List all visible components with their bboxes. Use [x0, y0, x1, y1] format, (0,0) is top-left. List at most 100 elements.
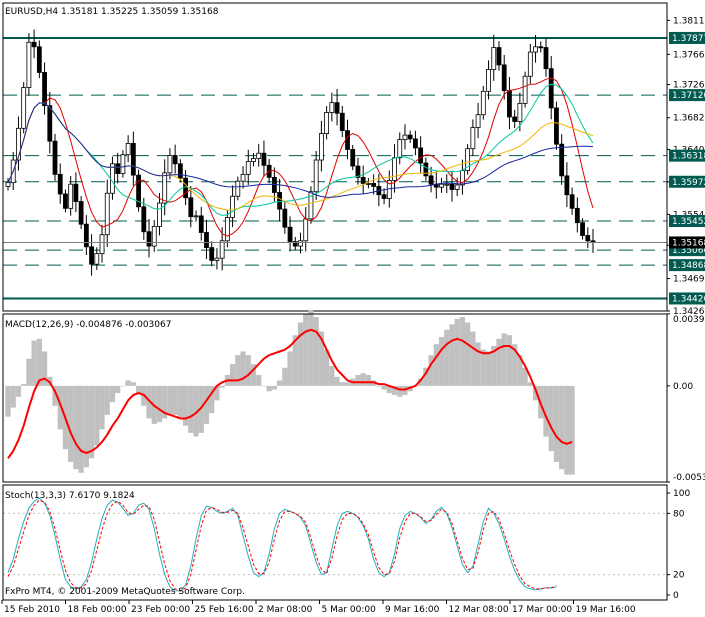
stoch-tick-label: 20: [673, 571, 685, 581]
level-tag-label: 1.37120: [672, 91, 705, 101]
time-tick-label: 12 Mar 08:00: [449, 605, 509, 615]
price-pane[interactable]: [3, 29, 667, 300]
candle-body: [282, 208, 288, 228]
candle-body: [298, 240, 303, 247]
stoch-tick-label: 100: [673, 489, 690, 499]
macd-hist-bar: [553, 385, 560, 462]
candle-body: [569, 194, 575, 209]
macd-hist-bar: [5, 385, 11, 417]
candle-body: [517, 103, 523, 122]
candle-body: [407, 134, 413, 140]
stoch-tick-label: 0: [673, 591, 679, 601]
macd-hist-bar: [109, 385, 116, 403]
price-tick-label: 1.37660: [673, 50, 705, 60]
macd-hist-bar: [308, 309, 314, 386]
macd-hist-bar: [41, 351, 48, 386]
level-tag: [669, 215, 705, 228]
macd-hist-bar: [444, 329, 450, 386]
candle-body: [533, 46, 538, 53]
macd-hist-bar: [344, 382, 351, 386]
macd-hist-bar: [250, 364, 257, 386]
candle-body: [235, 180, 241, 197]
candle-body: [31, 41, 37, 48]
macd-hist-bar: [386, 385, 392, 394]
candle-body: [475, 114, 481, 128]
ma-red-line: [7, 77, 594, 237]
copyright-text: FxPro MT4, © 2001-2009 MetaQuotes Softwa…: [5, 587, 245, 597]
macd-hist-bar: [423, 367, 429, 386]
candle-body: [245, 161, 251, 175]
stoch-pane[interactable]: [3, 497, 667, 592]
macd-hist-bar: [36, 338, 42, 386]
macd-hist-bar: [303, 313, 309, 386]
candle-body: [183, 177, 188, 199]
macd-hist-bar: [135, 385, 142, 394]
macd-hist-bar: [83, 385, 89, 468]
candle-body: [230, 195, 235, 218]
macd-tick-label: 0.00: [673, 382, 693, 392]
candle-body: [42, 72, 47, 107]
level-tag-label: 1.37877: [672, 34, 705, 44]
price-pane-border: [2, 2, 668, 312]
macd-hist-bar: [219, 385, 225, 388]
time-tick-label: 17 Mar 00:00: [512, 605, 572, 615]
level-tag: [669, 292, 705, 305]
candle-body: [329, 102, 335, 113]
candle-body: [303, 218, 309, 242]
candle-body: [418, 147, 424, 164]
macd-pane-header: MACD(12,26,9) -0.004876 -0.003067: [5, 320, 171, 330]
macd-hist-bar: [120, 385, 126, 387]
macd-hist-bar: [73, 385, 79, 470]
macd-hist-bar: [99, 385, 105, 430]
candle-body: [16, 127, 21, 161]
candle-body: [78, 201, 84, 225]
candle-body: [355, 165, 361, 178]
candle-body: [172, 155, 178, 165]
candle-body: [444, 183, 450, 186]
candle-body: [47, 105, 53, 142]
macd-hist-bar: [282, 367, 288, 386]
candle-body: [240, 173, 246, 182]
macd-hist-bar: [198, 385, 204, 433]
macd-hist-bar: [240, 351, 246, 386]
macd-hist-bar: [334, 376, 340, 386]
macd-hist-bar: [506, 335, 513, 386]
candle-body: [334, 102, 340, 114]
macd-hist-bar: [339, 382, 345, 386]
macd-hist-bar: [188, 385, 194, 433]
macd-pane[interactable]: [5, 309, 575, 475]
candle-body: [198, 215, 204, 233]
macd-hist-bar: [365, 375, 372, 386]
macd-hist-bar: [449, 324, 455, 386]
candle-body: [209, 247, 215, 261]
candle-body: [413, 138, 418, 149]
candle-body: [501, 64, 507, 91]
macd-hist-bar: [470, 331, 476, 386]
candle-body: [308, 191, 314, 220]
macd-hist-bar: [433, 344, 439, 386]
candle-body: [57, 173, 63, 195]
macd-hist-bar: [15, 385, 22, 397]
macd-hist-bar: [355, 375, 361, 386]
candle-body: [52, 140, 58, 175]
candle-body: [360, 176, 366, 184]
macd-hist-bar: [256, 375, 262, 386]
candle-body: [554, 107, 559, 145]
price-tick-label: 1.36820: [673, 114, 705, 124]
candle-body: [313, 159, 319, 193]
current-price-label: 1.35168: [672, 238, 705, 248]
candle-body: [423, 162, 429, 177]
macd-hist-bar: [115, 385, 121, 394]
macd-hist-bar: [88, 385, 95, 459]
macd-hist-bar: [418, 378, 424, 386]
time-tick-label: 9 Mar 16:00: [385, 605, 440, 615]
candle-body: [224, 216, 230, 242]
candle-body: [350, 149, 356, 167]
macd-signal-line: [7, 328, 573, 459]
macd-hist-bar: [104, 385, 110, 415]
candle-body: [512, 116, 518, 122]
macd-hist-bar: [68, 385, 74, 462]
macd-hist-bar: [559, 385, 565, 470]
